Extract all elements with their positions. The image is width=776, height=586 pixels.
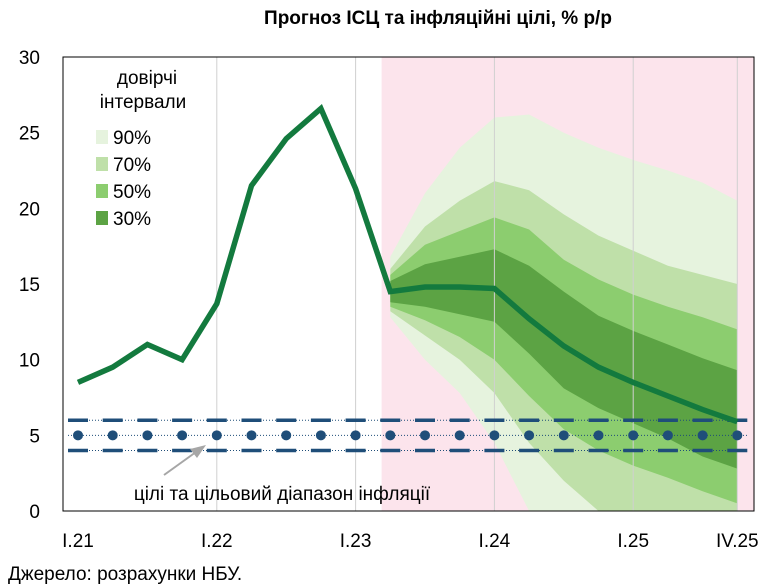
target-point-10 <box>420 430 430 441</box>
target-point-16 <box>628 430 639 441</box>
target-point-0 <box>73 430 83 441</box>
target-point-3 <box>177 430 188 441</box>
y-tick-20: 20 <box>19 199 40 220</box>
legend-title-line-2: інтервали <box>100 92 186 113</box>
target-point-17 <box>662 430 673 441</box>
target-point-18 <box>697 430 708 441</box>
target-point-11 <box>454 430 465 441</box>
legend: довірчі інтервали 90% 70% 50% 30% <box>96 68 186 230</box>
annotation-arrow-line <box>163 451 197 476</box>
cpi-series <box>76 103 739 425</box>
target-point-13 <box>524 430 535 441</box>
annotation-text: цілі та цільовий діапазон інфляції <box>134 484 431 505</box>
target-point-12 <box>489 430 500 441</box>
target-point-1 <box>107 430 118 441</box>
target-point-14 <box>558 430 569 441</box>
x-tick-I.22: I.22 <box>201 531 233 552</box>
target-point-8 <box>350 430 361 441</box>
x-tick-I.21: I.21 <box>62 531 94 552</box>
target-point-19 <box>732 430 743 441</box>
legend-label-50pct: 50% <box>113 182 151 203</box>
target-point-7 <box>315 430 326 441</box>
target-point-9 <box>385 430 396 441</box>
legend-swatch-30pct <box>96 211 108 225</box>
x-tick-I.24: I.24 <box>479 531 511 552</box>
y-tick-15: 15 <box>19 275 40 296</box>
cpi-line <box>76 103 739 425</box>
target-point-4 <box>211 430 222 441</box>
target-point-6 <box>281 430 292 441</box>
x-tick-IV.25: IV.25 <box>716 531 759 552</box>
y-tick-10: 10 <box>19 351 40 372</box>
plot-frame <box>62 56 755 512</box>
target-point-15 <box>593 430 604 441</box>
y-tick-5: 5 <box>29 426 40 447</box>
source-note: Джерело: розрахунки НБУ. <box>8 564 242 585</box>
legend-swatch-70pct <box>96 157 108 171</box>
y-tick-30: 30 <box>19 48 40 69</box>
fan-band-30pct <box>390 249 738 469</box>
annotation: цілі та цільовий діапазон інфляції <box>134 445 431 505</box>
legend-label-70pct: 70% <box>113 155 151 176</box>
y-axis: 0 5 10 15 20 25 30 <box>19 48 40 523</box>
target-point-5 <box>246 430 257 441</box>
x-tick-I.25: I.25 <box>617 531 649 552</box>
legend-swatch-50pct <box>96 184 108 198</box>
annotation-arrow-head <box>190 445 206 458</box>
x-axis: I.21 I.22 I.23 I.24 I.25 IV.25 <box>62 531 758 552</box>
legend-label-30pct: 30% <box>113 209 151 230</box>
x-tick-I.23: I.23 <box>340 531 372 552</box>
target-point-2 <box>142 430 153 441</box>
y-tick-0: 0 <box>29 502 40 523</box>
legend-title-line-1: довірчі <box>117 68 177 89</box>
legend-label-90pct: 90% <box>113 128 151 149</box>
chart-title: Прогноз ІСЦ та інфляційні цілі, % р/р <box>264 8 612 29</box>
y-tick-25: 25 <box>19 124 40 145</box>
legend-swatch-90pct <box>96 130 108 144</box>
inflation-target <box>68 418 748 453</box>
